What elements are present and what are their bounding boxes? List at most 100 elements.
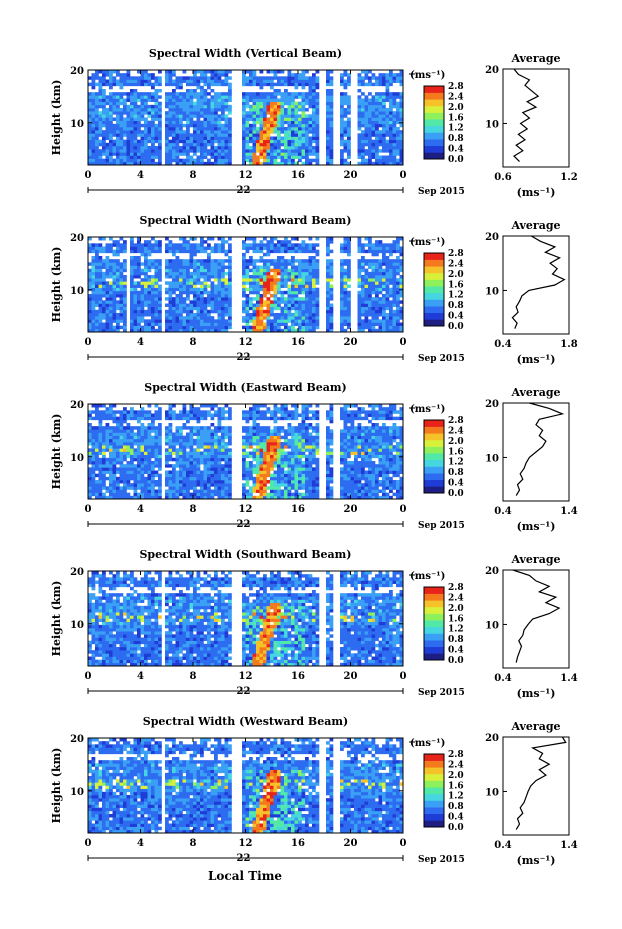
heatmap-cell <box>340 104 344 109</box>
heatmap-cell <box>217 325 222 330</box>
heatmap-cell <box>249 281 253 285</box>
heatmap-cell <box>256 316 260 320</box>
heatmap-cell <box>259 271 264 276</box>
heatmap-cell <box>252 290 257 295</box>
heatmap-cell <box>259 120 264 125</box>
heatmap-cell <box>273 104 278 109</box>
heatmap-cell <box>126 445 131 449</box>
heatmap-cell <box>186 297 190 301</box>
heatmap-cell <box>158 82 162 87</box>
heatmap-cell <box>130 438 134 443</box>
colorbar-frame <box>423 85 445 160</box>
heatmap-cell <box>340 268 344 273</box>
heatmap-cell <box>207 70 211 74</box>
heatmap-cell <box>305 284 309 288</box>
heatmap-cell <box>361 142 365 147</box>
heatmap-cell <box>382 246 386 250</box>
heatmap-cell <box>378 246 383 250</box>
heatmap-cell <box>298 130 302 134</box>
heatmap-cell <box>214 319 218 323</box>
heatmap-cell <box>399 268 404 273</box>
heatmap-cell <box>91 120 96 125</box>
heatmap-cell <box>340 152 344 156</box>
heatmap-cell <box>151 442 155 446</box>
heatmap-cell <box>137 451 141 455</box>
heatmap-cell <box>182 259 187 263</box>
heatmap-cell <box>88 438 92 443</box>
heatmap-cell <box>396 262 400 266</box>
heatmap-cell <box>196 313 201 317</box>
heatmap-cell <box>109 155 113 159</box>
heatmap-cell <box>196 117 201 121</box>
heatmap-cell <box>368 139 372 144</box>
heatmap-cell <box>154 265 159 269</box>
heatmap-cell <box>375 158 379 163</box>
heatmap-cell <box>364 76 369 80</box>
heatmap-cell <box>95 114 99 118</box>
heatmap-cell <box>144 155 148 159</box>
heatmap-cell <box>172 101 176 106</box>
heatmap-cell <box>179 149 183 153</box>
heatmap-cell <box>189 416 194 421</box>
heatmap-cell <box>119 101 124 106</box>
heatmap-cell <box>179 104 183 109</box>
heatmap-cell <box>214 76 218 80</box>
heatmap-cell <box>252 95 257 99</box>
heatmap-cell <box>88 451 92 455</box>
heatmap-cell <box>298 152 302 156</box>
heatmap-cell <box>112 70 117 74</box>
heatmap-cell <box>200 161 204 166</box>
heatmap-cell <box>137 486 141 490</box>
heatmap-cell <box>88 98 92 102</box>
heatmap-cell <box>249 268 253 273</box>
heatmap-cell <box>270 237 274 241</box>
heatmap-cell <box>98 492 103 497</box>
heatmap-cell <box>284 325 288 330</box>
heatmap-cell <box>242 271 246 276</box>
heatmap-cell <box>207 92 211 96</box>
heatmap-cell <box>277 325 281 330</box>
heatmap-cell <box>123 486 127 490</box>
heatmap-cell <box>200 111 204 115</box>
heatmap-cell <box>242 130 246 134</box>
heatmap-cell <box>263 328 267 333</box>
heatmap-cell <box>123 445 127 449</box>
heatmap-cell <box>389 108 393 112</box>
heatmap-cell <box>119 265 124 269</box>
heatmap-cell <box>154 117 159 121</box>
heatmap-cell <box>91 313 96 317</box>
heatmap-cell <box>123 149 127 153</box>
heatmap-cell <box>210 111 215 115</box>
heatmap-cell <box>315 133 320 137</box>
heatmap-cell <box>179 265 183 269</box>
heatmap-cell <box>88 101 92 106</box>
heatmap-cell <box>308 319 313 323</box>
heatmap-cell <box>98 237 103 241</box>
heatmap-cell <box>207 98 211 102</box>
heatmap-cell <box>270 325 274 330</box>
heatmap-cell <box>91 152 96 156</box>
heatmap-cell <box>361 281 365 285</box>
heatmap-cell <box>340 155 344 159</box>
heatmap-cell <box>343 82 348 87</box>
heatmap-cell <box>102 89 106 93</box>
heatmap-cell <box>277 120 281 125</box>
heatmap-cell <box>151 435 155 440</box>
heatmap-cell <box>382 161 386 166</box>
heatmap-cell <box>123 303 127 307</box>
heatmap-cell <box>385 246 390 250</box>
heatmap-cell <box>119 457 124 462</box>
heatmap-cell <box>280 76 285 80</box>
heatmap-cell <box>291 284 295 288</box>
heatmap-cell <box>109 328 113 333</box>
heatmap-cell <box>249 123 253 128</box>
heatmap-cell <box>126 139 131 144</box>
heatmap-cell <box>214 155 218 159</box>
heatmap-cell <box>221 237 225 241</box>
heatmap-cell <box>168 240 173 244</box>
heatmap-cell <box>119 108 124 112</box>
heatmap-cell <box>340 79 344 83</box>
heatmap-cell <box>291 152 295 156</box>
heatmap-cell <box>256 278 260 282</box>
heatmap-cell <box>280 130 285 134</box>
